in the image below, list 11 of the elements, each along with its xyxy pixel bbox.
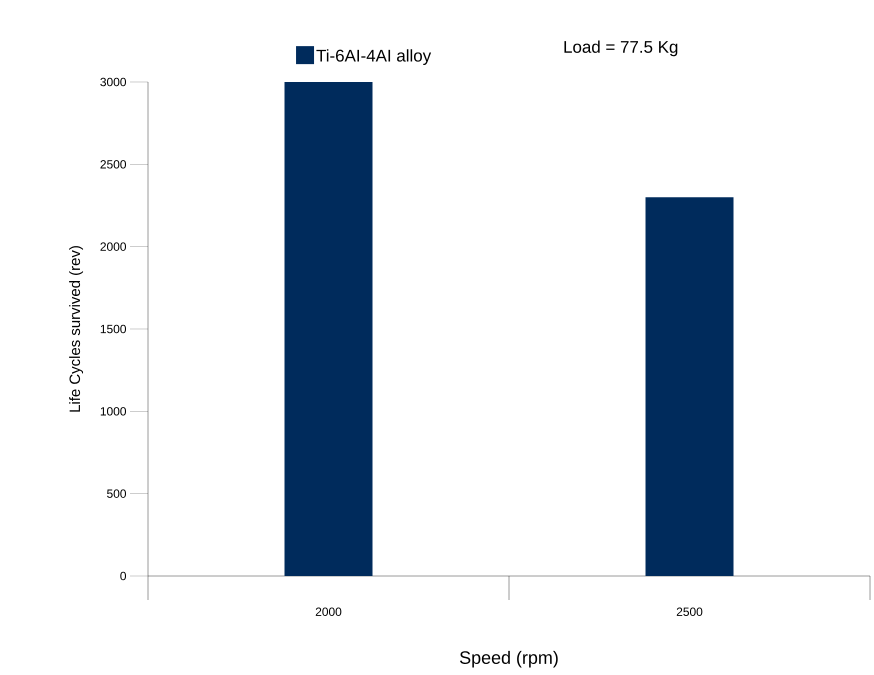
y-tick-label: 2500	[100, 160, 126, 169]
y-axis-title: Life Cycles survived (rev)	[69, 246, 84, 412]
y-tick-label: 1500	[100, 324, 126, 334]
y-tick-label: 0	[120, 572, 126, 580]
text: Load = 77.5 Kg	[564, 40, 678, 56]
legend-label: Ti-6AI-4AI alloy	[316, 49, 432, 66]
y-tick-label: 3000	[100, 78, 126, 86]
y-tick-label: 500	[107, 489, 126, 498]
x-axis-title: Speed (rpm)	[460, 650, 558, 668]
y-tick-label: 1000	[100, 407, 126, 416]
y-tick-label: 2000	[100, 242, 126, 251]
